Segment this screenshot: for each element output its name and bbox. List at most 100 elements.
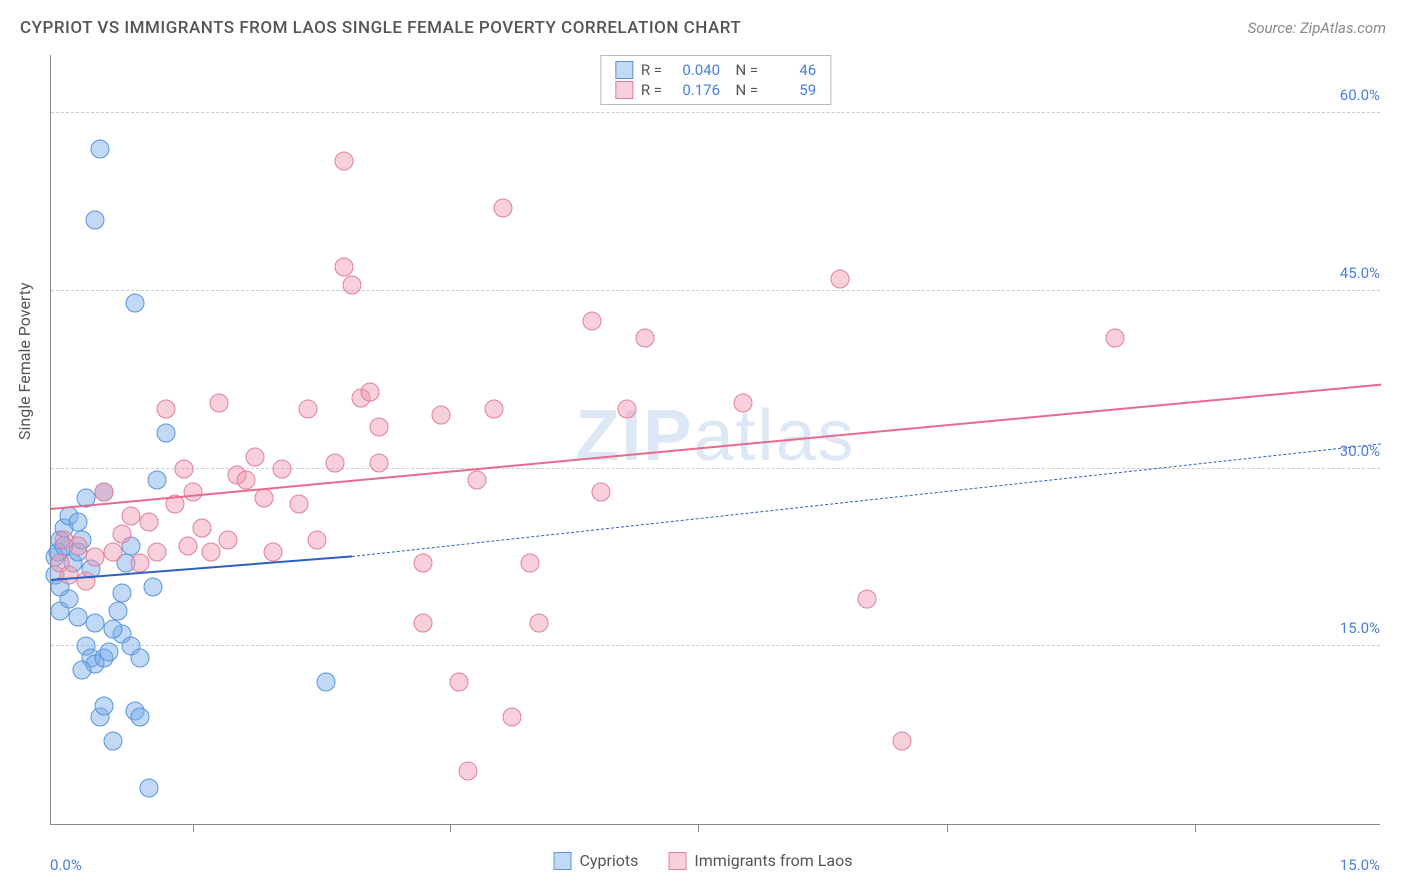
scatter-point — [308, 530, 327, 549]
scatter-point — [175, 459, 194, 478]
legend-swatch-icon — [554, 852, 572, 870]
scatter-point — [108, 601, 127, 620]
scatter-point — [59, 566, 78, 585]
scatter-point — [343, 276, 362, 295]
legend-label: Immigrants from Laos — [694, 851, 852, 870]
x-label-min: 0.0% — [50, 856, 82, 874]
x-label-max: 15.0% — [1340, 856, 1380, 874]
legend-swatch-icon — [668, 852, 686, 870]
r-value-cypriots: 0.040 — [670, 61, 720, 79]
scatter-point — [112, 584, 131, 603]
scatter-point — [857, 589, 876, 608]
scatter-point — [148, 542, 167, 561]
scatter-point — [467, 471, 486, 490]
scatter-point — [591, 483, 610, 502]
scatter-point — [485, 400, 504, 419]
scatter-point — [95, 696, 114, 715]
gridline — [51, 468, 1380, 469]
scatter-point — [68, 512, 87, 531]
r-value-laos: 0.176 — [670, 81, 720, 99]
scatter-point — [179, 536, 198, 555]
scatter-point — [183, 483, 202, 502]
y-tick-label: 60.0% — [1338, 86, 1382, 104]
scatter-point — [148, 471, 167, 490]
scatter-point — [237, 471, 256, 490]
scatter-point — [414, 613, 433, 632]
scatter-point — [130, 554, 149, 573]
scatter-point — [263, 542, 282, 561]
scatter-point — [299, 400, 318, 419]
scatter-point — [361, 382, 380, 401]
scatter-point — [618, 400, 637, 419]
x-tick — [947, 824, 948, 832]
legend-label: Cypriots — [580, 851, 639, 870]
scatter-point — [68, 536, 87, 555]
scatter-point — [414, 554, 433, 573]
scatter-point — [316, 672, 335, 691]
scatter-point — [104, 542, 123, 561]
legend-swatch-cypriots — [615, 61, 633, 79]
scatter-point — [334, 151, 353, 170]
scatter-point — [201, 542, 220, 561]
scatter-point — [458, 761, 477, 780]
trend-line — [352, 444, 1381, 558]
y-tick-label: 15.0% — [1338, 619, 1382, 637]
scatter-point — [893, 732, 912, 751]
x-tick — [1195, 824, 1196, 832]
scatter-point — [86, 548, 105, 567]
scatter-point — [139, 512, 158, 531]
scatter-point — [503, 708, 522, 727]
x-tick — [193, 824, 194, 832]
scatter-point — [139, 779, 158, 798]
scatter-point — [157, 400, 176, 419]
scatter-point — [86, 613, 105, 632]
scatter-point — [104, 732, 123, 751]
scatter-point — [90, 139, 109, 158]
scatter-point — [370, 453, 389, 472]
scatter-point — [831, 270, 850, 289]
series-legend: Cypriots Immigrants from Laos — [554, 851, 853, 870]
n-value-cypriots: 46 — [766, 61, 816, 79]
scatter-point — [130, 708, 149, 727]
scatter-point — [59, 589, 78, 608]
y-tick-label: 45.0% — [1338, 264, 1382, 282]
chart-title: CYPRIOT VS IMMIGRANTS FROM LAOS SINGLE F… — [20, 18, 741, 38]
scatter-point — [325, 453, 344, 472]
scatter-point — [636, 329, 655, 348]
scatter-point — [68, 607, 87, 626]
scatter-point — [733, 394, 752, 413]
gridline — [51, 645, 1380, 646]
scatter-point — [582, 311, 601, 330]
scatter-point — [77, 572, 96, 591]
scatter-point — [192, 518, 211, 537]
legend-swatch-laos — [615, 81, 633, 99]
scatter-point — [449, 672, 468, 691]
legend-row-cypriots: R = 0.040 N = 46 — [615, 60, 816, 80]
scatter-point — [334, 258, 353, 277]
scatter-point — [99, 643, 118, 662]
x-tick — [698, 824, 699, 832]
scatter-point — [95, 483, 114, 502]
scatter-point — [112, 524, 131, 543]
plot-area: ZIPatlas R = 0.040 N = 46 R = 0.176 N = … — [50, 55, 1380, 825]
scatter-point — [245, 447, 264, 466]
legend-item-cypriots: Cypriots — [554, 851, 639, 870]
scatter-point — [254, 489, 273, 508]
title-bar: CYPRIOT VS IMMIGRANTS FROM LAOS SINGLE F… — [20, 18, 1386, 38]
source-label: Source: ZipAtlas.com — [1248, 19, 1386, 37]
scatter-point — [520, 554, 539, 573]
scatter-point — [143, 578, 162, 597]
scatter-point — [290, 495, 309, 514]
gridline — [51, 112, 1380, 113]
scatter-point — [494, 199, 513, 218]
y-axis-title: Single Female Poverty — [15, 282, 34, 440]
scatter-point — [121, 507, 140, 526]
scatter-point — [73, 661, 92, 680]
scatter-point — [86, 210, 105, 229]
legend-row-laos: R = 0.176 N = 59 — [615, 80, 816, 100]
n-value-laos: 59 — [766, 81, 816, 99]
scatter-point — [104, 619, 123, 638]
trend-line — [51, 384, 1381, 510]
scatter-point — [219, 530, 238, 549]
x-tick — [450, 824, 451, 832]
